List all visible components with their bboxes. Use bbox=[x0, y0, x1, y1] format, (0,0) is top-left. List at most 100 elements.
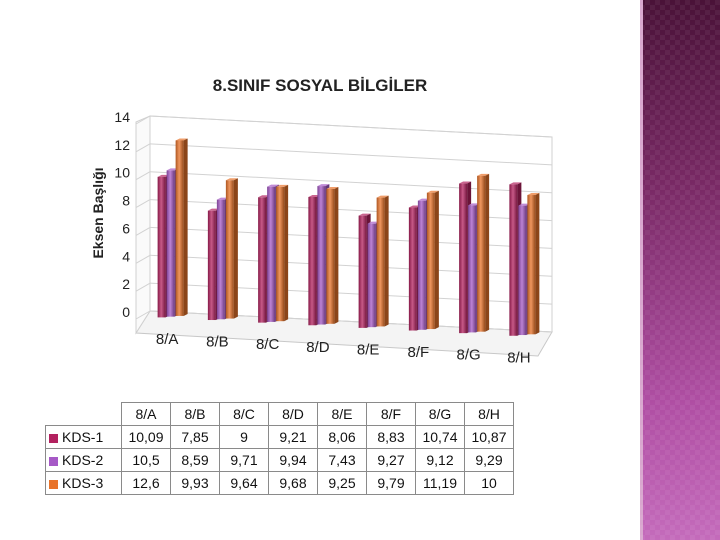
table-cell: 9,93 bbox=[170, 471, 220, 495]
gridline-side bbox=[135, 115, 151, 125]
bar-side bbox=[233, 178, 238, 319]
y-tick-label: 14 bbox=[114, 109, 130, 125]
y-tick-label: 8 bbox=[122, 193, 130, 209]
x-tick-label: 8/G bbox=[457, 347, 481, 364]
table-cell: 8,83 bbox=[366, 425, 416, 449]
table-column-header: 8/C bbox=[219, 402, 269, 426]
gridline-side bbox=[135, 226, 151, 236]
bar-kds-2-8c bbox=[267, 186, 276, 322]
bar-kds-3-8c bbox=[276, 186, 285, 322]
y-tick-label: 2 bbox=[122, 276, 130, 292]
bar-kds-2-8e bbox=[367, 223, 376, 328]
bar-kds-3-8f bbox=[426, 192, 435, 330]
y-tick-label: 12 bbox=[114, 137, 130, 153]
bar-kds-1-8f bbox=[408, 207, 417, 331]
chart-side-wall bbox=[135, 115, 151, 335]
table-cell: 9,68 bbox=[268, 471, 318, 495]
side-decoration-band bbox=[640, 0, 720, 540]
bar-side bbox=[434, 190, 439, 330]
gridline-side bbox=[135, 199, 151, 209]
gridline-side bbox=[135, 282, 151, 292]
table-cell: 9,12 bbox=[415, 448, 465, 472]
legend-swatch bbox=[49, 479, 58, 489]
table-column-header: 8/G bbox=[415, 402, 465, 426]
table-column-header: 8/D bbox=[268, 402, 318, 426]
bar-side bbox=[485, 173, 490, 332]
bar-kds-2-8h bbox=[518, 205, 527, 336]
table-row: KDS-2 10,5 8,59 9,71 9,94 7,43 9,27 9,12 9,29 bbox=[45, 448, 514, 472]
table-cell: 9,25 bbox=[317, 471, 367, 495]
gridline-side bbox=[135, 143, 151, 153]
table-corner bbox=[46, 403, 122, 426]
bar-side bbox=[384, 195, 389, 327]
x-tick-label: 8/C bbox=[256, 336, 280, 353]
y-tick-label: 6 bbox=[122, 220, 130, 236]
table-cell: 11,19 bbox=[415, 471, 465, 495]
x-tick-label: 8/E bbox=[357, 341, 380, 358]
bar-kds-2-8g bbox=[468, 205, 477, 333]
gridline bbox=[149, 115, 553, 138]
bar-kds-3-8g bbox=[477, 175, 486, 332]
table-cell: 8,06 bbox=[317, 425, 367, 449]
bar-kds-3-8h bbox=[527, 195, 536, 335]
x-tick-label: 8/F bbox=[408, 344, 430, 361]
x-tick-label: 8/H bbox=[507, 349, 530, 366]
table-cell: 10,09 bbox=[121, 425, 171, 449]
table-row: KDS-3 12,6 9,93 9,64 9,68 9,25 9,79 11,19 10 bbox=[45, 471, 514, 495]
legend-entry: KDS-2 bbox=[45, 448, 122, 472]
legend-label: KDS-3 bbox=[62, 475, 104, 491]
bar-side bbox=[284, 184, 289, 322]
table-cell: 9 bbox=[219, 425, 269, 449]
table-cell: 9,64 bbox=[219, 471, 269, 495]
gridline bbox=[149, 143, 553, 166]
bar-kds-1-8b bbox=[207, 210, 216, 321]
bar-side bbox=[183, 138, 188, 316]
chart-title: 8.SINIF SOSYAL BİLGİLER bbox=[212, 76, 428, 95]
legend-swatch bbox=[49, 433, 58, 443]
table-cell: 9,94 bbox=[268, 448, 318, 472]
bar-kds-2-8d bbox=[317, 186, 326, 325]
table-cell: 10,74 bbox=[415, 425, 465, 449]
bar-kds-1-8h bbox=[509, 184, 518, 336]
table-header-row: 8/A 8/B 8/C 8/D 8/E 8/F 8/G 8/H bbox=[46, 402, 514, 426]
x-tick-label: 8/D bbox=[306, 339, 330, 356]
legend-label: KDS-1 bbox=[62, 429, 104, 445]
data-table: 8/A 8/B 8/C 8/D 8/E 8/F 8/G 8/H KDS-1 10,09 7,85 9… bbox=[45, 402, 514, 495]
bar-side bbox=[535, 193, 540, 335]
gridline-side bbox=[135, 310, 151, 320]
bar-kds-1-8g bbox=[459, 183, 468, 334]
table-row: KDS-1 10,09 7,85 9 9,21 8,06 8,83 10,74 10,87 bbox=[45, 425, 514, 449]
chart-plot: 0 2 4 6 8 10 12 14 8/A 8/B 8/C 8/D 8/E 8/F 8/G 8/H bbox=[114, 109, 553, 366]
table-cell: 8,59 bbox=[170, 448, 220, 472]
legend-swatch bbox=[49, 456, 58, 466]
y-tick-label: 4 bbox=[122, 248, 130, 264]
bar-kds-3-8d bbox=[326, 188, 335, 324]
table-cell: 10,87 bbox=[464, 425, 514, 449]
bar-kds-1-8d bbox=[308, 196, 317, 326]
table-cell: 9,21 bbox=[268, 425, 318, 449]
bar-kds-2-8b bbox=[216, 199, 225, 320]
table-column-header: 8/A bbox=[121, 402, 171, 426]
table-column-header: 8/H bbox=[464, 402, 514, 426]
bar-kds-1-8e bbox=[358, 215, 367, 328]
y-tick-label: 10 bbox=[114, 165, 130, 181]
bar-kds-1-8a bbox=[157, 176, 166, 318]
gridline-side bbox=[135, 254, 151, 264]
x-tick-label: 8/A bbox=[156, 331, 179, 348]
table-cell: 9,29 bbox=[464, 448, 514, 472]
table-cell: 10 bbox=[464, 471, 514, 495]
x-tick-label: 8/B bbox=[206, 334, 229, 351]
bar-kds-2-8a bbox=[166, 170, 175, 317]
bar-kds-1-8c bbox=[258, 197, 267, 323]
table-cell: 12,6 bbox=[121, 471, 171, 495]
legend-entry: KDS-3 bbox=[45, 471, 122, 495]
table-cell: 10,5 bbox=[121, 448, 171, 472]
bar-side bbox=[334, 186, 339, 324]
bar-kds-3-8e bbox=[376, 197, 385, 327]
bar-kds-3-8b bbox=[225, 180, 234, 319]
table-column-header: 8/B bbox=[170, 402, 220, 426]
gridline-side bbox=[135, 171, 151, 181]
legend-entry: KDS-1 bbox=[45, 425, 122, 449]
table-cell: 9,71 bbox=[219, 448, 269, 472]
bar-kds-2-8f bbox=[417, 200, 426, 330]
